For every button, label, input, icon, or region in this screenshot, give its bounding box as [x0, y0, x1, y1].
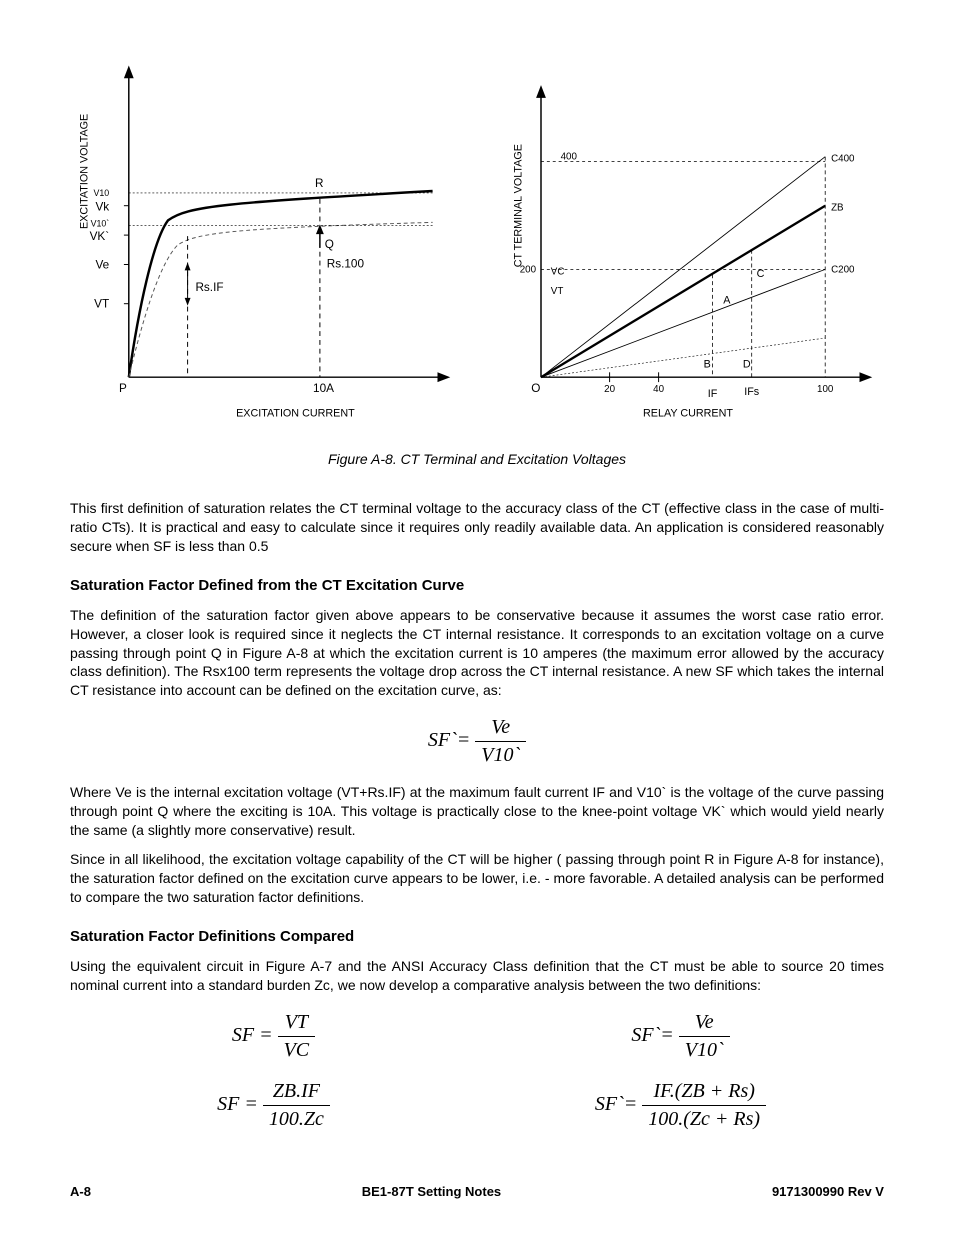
- eqr1r-den: V10`: [679, 1037, 730, 1064]
- yt-400: 400: [561, 152, 578, 163]
- lab-VC: VC: [551, 266, 565, 277]
- eqr2l-den: 100.Zc: [263, 1106, 330, 1133]
- right-xaxis: RELAY CURRENT: [643, 407, 733, 419]
- xt-40: 40: [653, 384, 664, 395]
- equation-row-2: SF = ZB.IF 100.Zc SF`= IF.(ZB + Rs) 100.…: [70, 1078, 884, 1133]
- equation-row-1: SF = VT VC SF`= Ve V10`: [70, 1009, 884, 1064]
- figure-caption: Figure A-8. CT Terminal and Excitation V…: [70, 450, 884, 469]
- excitation-chart: R Q Rs.100 Rs.IF P 10A V10 Vk V10` VK` V…: [70, 50, 462, 430]
- footer-title: BE1-87T Setting Notes: [362, 1183, 501, 1201]
- right-yaxis: CT TERMINAL VOLTAGE: [512, 144, 524, 267]
- eqr1r-lhs: SF`=: [631, 1024, 673, 1046]
- eqr1l-num: VT: [278, 1009, 316, 1037]
- relay-chart: 400 200 20 40 IF IFs 100 C400 ZB C200 VC…: [492, 50, 884, 430]
- para-2: The definition of the saturation factor …: [70, 606, 884, 700]
- para-3: Where Ve is the internal excitation volt…: [70, 783, 884, 840]
- para-1: This first definition of saturation rela…: [70, 499, 884, 556]
- footer-rev: 9171300990 Rev V: [772, 1183, 884, 1201]
- page-footer: A-8 BE1-87T Setting Notes 9171300990 Rev…: [70, 1183, 884, 1201]
- left-yaxis: EXCITATION VOLTAGE: [79, 114, 91, 229]
- lab-O: O: [531, 382, 540, 395]
- lab-C200: C200: [831, 264, 855, 275]
- para-5: Using the equivalent circuit in Figure A…: [70, 957, 884, 995]
- yt-V10: V10: [94, 188, 110, 198]
- equation-sf-prime: SF`= Ve V10`: [70, 714, 884, 769]
- lab-VT: VT: [551, 286, 564, 297]
- eqr1l-den: VC: [278, 1037, 316, 1064]
- para-4: Since in all likelihood, the excitation …: [70, 850, 884, 907]
- eq1-lhs: SF`=: [428, 729, 470, 751]
- eqr1r-num: Ve: [679, 1009, 730, 1037]
- yt-V10p: V10`: [91, 218, 110, 228]
- eqr2l-num: ZB.IF: [263, 1078, 330, 1106]
- eqr2r-num: IF.(ZB + Rs): [642, 1078, 766, 1106]
- label-R: R: [315, 177, 324, 190]
- xt-IFs: IFs: [744, 386, 759, 398]
- eq1-den: V10`: [475, 742, 526, 769]
- footer-page: A-8: [70, 1183, 91, 1201]
- label-Q: Q: [325, 238, 334, 251]
- figure-a8: R Q Rs.100 Rs.IF P 10A V10 Vk V10` VK` V…: [70, 50, 884, 430]
- yt-VKp: VK`: [90, 230, 110, 243]
- eq1-num: Ve: [475, 714, 526, 742]
- xt-IF: IF: [708, 388, 718, 400]
- label-RsIF: Rs.IF: [195, 281, 223, 294]
- xt-20: 20: [604, 384, 615, 395]
- lab-C400: C400: [831, 154, 855, 165]
- label-P: P: [119, 382, 127, 395]
- xtick-10A: 10A: [313, 382, 334, 395]
- xt-100: 100: [817, 384, 834, 395]
- yt-Ve: Ve: [95, 258, 109, 271]
- lab-ZB: ZB: [831, 203, 844, 214]
- yt-VT: VT: [94, 298, 109, 311]
- yt-Vk: Vk: [95, 201, 109, 214]
- eqr1l-lhs: SF =: [232, 1024, 273, 1046]
- label-Rs100: Rs.100: [327, 257, 365, 270]
- lab-A: A: [723, 295, 731, 307]
- heading-sf-compared: Saturation Factor Definitions Compared: [70, 927, 884, 947]
- lab-D: D: [743, 358, 751, 370]
- lab-B: B: [704, 358, 711, 370]
- left-xaxis: EXCITATION CURRENT: [236, 407, 355, 419]
- heading-sf-excitation: Saturation Factor Defined from the CT Ex…: [70, 576, 884, 596]
- lab-C: C: [757, 268, 765, 280]
- eqr2r-lhs: SF`=: [595, 1093, 637, 1115]
- eqr2r-den: 100.(Zc + Rs): [642, 1106, 766, 1133]
- eqr2l-lhs: SF =: [217, 1093, 258, 1115]
